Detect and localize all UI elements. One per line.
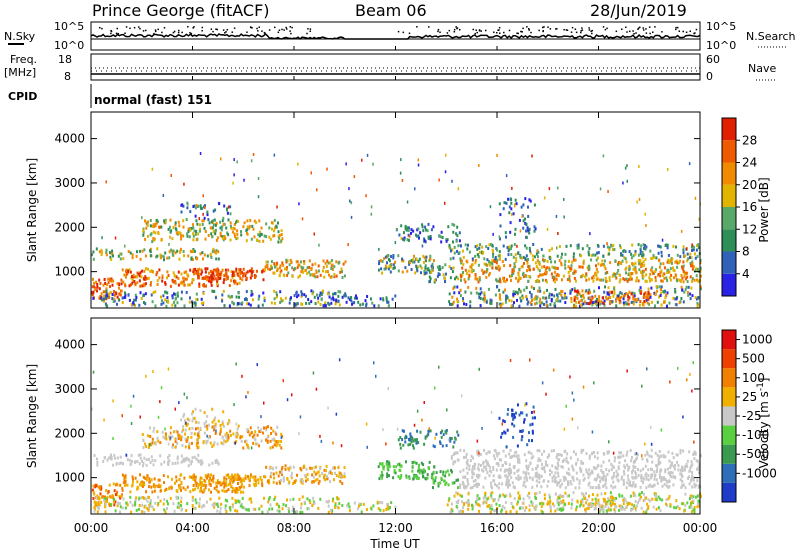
colorbar-tick-label: 12 [742, 222, 757, 236]
colorbar-segment [722, 463, 736, 483]
x-tick-label: 00:00 [74, 521, 109, 535]
colorbar-tick-label: -25 [742, 409, 762, 423]
power-heatmap [91, 152, 702, 308]
colorbar-segment [722, 251, 736, 274]
nsky-label: N.Sky [4, 30, 36, 43]
colorbar-tick-label: 20 [742, 178, 757, 192]
freq-tick-top: 18 [58, 53, 72, 66]
colorbar-segment [722, 207, 736, 230]
colorbar-segment [722, 330, 736, 350]
cpid-label: CPID [8, 90, 37, 103]
colorbar-tick-label: -100 [742, 428, 769, 442]
colorbar-tick-label: 25 [742, 390, 757, 404]
colorbar-segment [722, 368, 736, 388]
colorbar-segment [722, 140, 736, 163]
colorbar-tick-label: 500 [742, 352, 765, 366]
velocity-cbar-label: Velocity [m s-1] [756, 378, 771, 469]
station-title: Prince George (fitACF) [92, 1, 270, 20]
colorbar-tick-label: 24 [742, 156, 757, 170]
power-ylabel: Slant Range [km] [25, 158, 39, 262]
beam-title: Beam 06 [355, 1, 427, 20]
colorbar-segment [722, 406, 736, 426]
colorbar-segment [722, 425, 736, 445]
y-tick-label: 2000 [54, 220, 85, 234]
x-tick-label: 04:00 [175, 521, 210, 535]
velocity-heatmap [91, 358, 702, 514]
colorbar-tick-label: 1000 [742, 333, 773, 347]
colorbar-segment [722, 273, 736, 296]
colorbar-tick-label: 4 [742, 267, 750, 281]
x-tick-label: 16:00 [480, 521, 515, 535]
colorbar-segment [722, 229, 736, 252]
y-tick-label: 3000 [54, 382, 85, 396]
nsearch-tick-bottom: 10^0 [706, 39, 736, 52]
y-tick-label: 2000 [54, 426, 85, 440]
nsearch-tick-top: 10^5 [706, 20, 736, 33]
colorbar-segment [722, 444, 736, 464]
nsky-tick-top: 10^5 [54, 20, 84, 33]
velocity-colorbar: 1000 500 100 25 -25 -100 -500 -1000 [721, 329, 777, 503]
colorbar-segment [722, 482, 736, 502]
colorbar-tick-label: 16 [742, 200, 757, 214]
y-tick-label: 3000 [54, 176, 85, 190]
colorbar-segment [722, 118, 736, 141]
nsky-tick-bottom: 10^0 [54, 39, 84, 52]
nave-label: Nave [748, 62, 776, 75]
y-tick-label: 4000 [54, 338, 85, 352]
colorbar-tick-label: 28 [742, 133, 757, 147]
x-axis-label: Time UT [369, 537, 420, 551]
power-y-axis: 1000 2000 3000 4000 [54, 132, 700, 279]
y-tick-label: 1000 [54, 471, 85, 485]
colorbar-segment [722, 162, 736, 185]
y-tick-label: 4000 [54, 132, 85, 146]
freq-label: Freq. [10, 53, 37, 66]
date-title: 28/Jun/2019 [590, 1, 687, 20]
time-x-axis: 00:00 04:00 08:00 12:00 16:00 20:00 00:00 [74, 46, 718, 535]
freq-tick-bottom: 8 [64, 70, 71, 83]
colorbar-tick-label: -500 [742, 447, 769, 461]
nave-tick-bottom: 0 [706, 70, 713, 83]
colorbar-segment [722, 349, 736, 369]
y-tick-label: 1000 [54, 265, 85, 279]
x-tick-label: 08:00 [277, 521, 312, 535]
colorbar-tick-label: 8 [742, 245, 750, 259]
colorbar-tick-label: 100 [742, 371, 765, 385]
freq-trace [91, 67, 700, 75]
nsearch-label: N.Search [746, 30, 796, 43]
power-cbar-label: Power [dB] [757, 177, 771, 242]
x-tick-label: 20:00 [581, 521, 616, 535]
nave-tick-top: 60 [706, 53, 720, 66]
x-tick-label: 12:00 [378, 521, 413, 535]
x-tick-label: 00:00 [683, 521, 718, 535]
velocity-ylabel: Slant Range [km] [25, 364, 39, 468]
velocity-y-axis: 1000 2000 3000 4000 [54, 338, 700, 485]
freq-unit: [MHz] [4, 66, 36, 79]
power-colorbar: 4 8 12 16 20 24 28 [721, 117, 757, 297]
colorbar-segment [722, 387, 736, 407]
colorbar-tick-label: -1000 [742, 466, 777, 480]
colorbar-segment [722, 184, 736, 207]
nsky-trace [90, 26, 701, 40]
cpid-text: normal (fast) 151 [94, 93, 212, 107]
